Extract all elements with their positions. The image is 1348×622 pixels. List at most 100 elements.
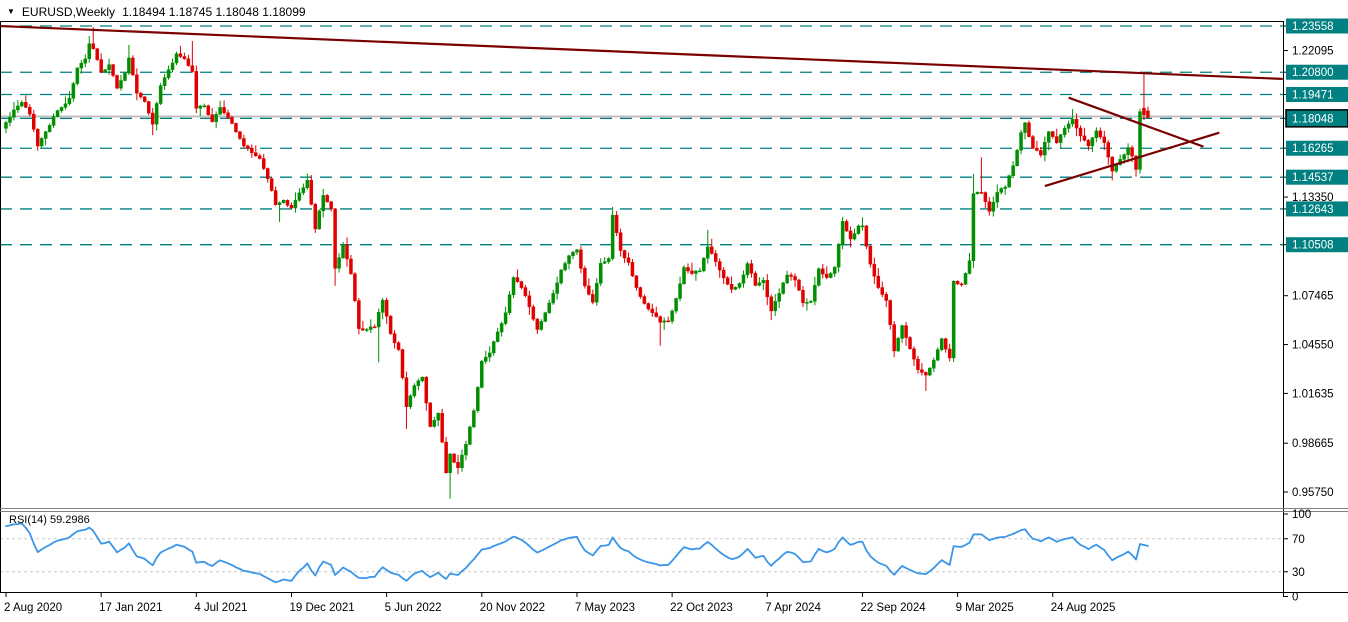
level-price-label-box [1286, 169, 1348, 185]
candle-body [749, 263, 754, 274]
candle-body [162, 77, 167, 86]
candle-body [424, 376, 429, 404]
candle-body [694, 270, 698, 274]
candle-body [1047, 131, 1051, 143]
candle-body [939, 338, 944, 350]
candle-body [817, 268, 821, 286]
candle-body [900, 325, 904, 339]
price-scale[interactable]: 1.23558 1.22095 1.20800 1.19471 1.18048 1.162… [1283, 18, 1348, 500]
date-label: 4 Jul 2021 [194, 602, 247, 614]
candle-body [1086, 140, 1091, 147]
candle-body [333, 208, 337, 269]
candle-body [642, 296, 647, 304]
candle-body [678, 283, 682, 299]
candle-body [1074, 118, 1079, 129]
candle-body [99, 59, 103, 73]
price-scale-label: 1.12643 [1292, 204, 1334, 216]
candle-body [487, 352, 492, 358]
candle-body [618, 232, 623, 251]
candle-body [158, 85, 163, 104]
candle-body [432, 419, 436, 427]
date-label: 2 Aug 2020 [4, 602, 62, 614]
candle-body [131, 57, 135, 76]
candle-body [123, 72, 127, 81]
candle-body [79, 62, 84, 69]
candle-body [777, 293, 781, 302]
candle-body [868, 245, 873, 265]
candle-body [194, 71, 199, 109]
date-label: 22 Oct 2023 [670, 602, 733, 614]
candle-body [967, 260, 972, 274]
triangle-upper-trendline[interactable] [1068, 96, 1204, 148]
candle-body [1078, 127, 1083, 137]
candle-body [686, 267, 690, 272]
candle-body [531, 306, 536, 320]
candle-body [503, 312, 508, 324]
candle-body [947, 348, 952, 359]
candle-body [555, 282, 559, 294]
candle-body [975, 192, 980, 194]
candle-body [1039, 150, 1043, 156]
long-term-descending-trendline[interactable] [0, 24, 1283, 81]
candle-body [936, 349, 940, 361]
trendlines-layer[interactable] [0, 24, 1283, 188]
candle-body [920, 369, 924, 373]
candle-body [1082, 135, 1087, 141]
candle-body [1023, 122, 1027, 133]
candle-body [527, 295, 532, 308]
candle-body [428, 402, 433, 427]
candle-body [860, 225, 865, 228]
candle-body [234, 123, 238, 132]
candle-body [757, 282, 762, 286]
candle-body [674, 298, 678, 312]
candle-body [864, 225, 869, 247]
candle-body [341, 244, 345, 258]
candle-body [610, 214, 615, 259]
candle-body [602, 261, 607, 264]
rsi-scale-label: 0 [1292, 592, 1298, 604]
candle-body [51, 116, 56, 126]
date-label: 22 Sep 2024 [860, 602, 926, 614]
price-scale-label: 1.18048 [1292, 113, 1334, 125]
candle-body [472, 410, 476, 428]
candle-body [658, 316, 662, 323]
indicator-label: RSI(14) 59.2986 [9, 514, 90, 526]
date-label: 24 Aug 2025 [1051, 602, 1116, 614]
level-price-label-box [1286, 237, 1348, 253]
candle-body [1003, 186, 1007, 189]
candle-body [1051, 131, 1055, 137]
candle-body [745, 263, 750, 276]
rsi-scale[interactable]: 100 70 30 0 [1283, 509, 1311, 604]
candle-body [372, 326, 377, 329]
triangle-lower-trendline[interactable] [1044, 131, 1220, 188]
current-price-label-box [1285, 109, 1348, 128]
candle-body [1102, 136, 1107, 143]
candle-body [59, 107, 64, 111]
candle-body [317, 210, 321, 230]
candle-body [844, 221, 849, 232]
price-scale-label: 1.07465 [1292, 291, 1334, 303]
candle-body [888, 300, 892, 325]
candle-body [186, 58, 191, 66]
candle-body [646, 303, 651, 310]
candle-body [825, 273, 829, 278]
candle-body [971, 193, 976, 262]
candle-body [143, 96, 147, 102]
collapse-triangle-icon[interactable]: ▼ [7, 6, 15, 16]
candle-body [551, 293, 555, 304]
candle-body [535, 318, 540, 330]
candle-body [955, 280, 960, 285]
candle-body [543, 312, 547, 322]
candle-body [583, 268, 587, 287]
candle-body [515, 277, 520, 282]
candle-body [999, 188, 1003, 193]
candle-body [1011, 165, 1015, 177]
time-scale[interactable]: 2 Aug 2020 17 Jan 2021 4 Jul 2021 19 Dec 20… [4, 592, 1115, 614]
candle-body [83, 58, 88, 64]
candle-body [563, 263, 567, 271]
price-scale-label: 1.01635 [1292, 388, 1334, 400]
candle-body [916, 358, 920, 370]
candle-body [630, 262, 635, 277]
candle-body [198, 105, 203, 109]
